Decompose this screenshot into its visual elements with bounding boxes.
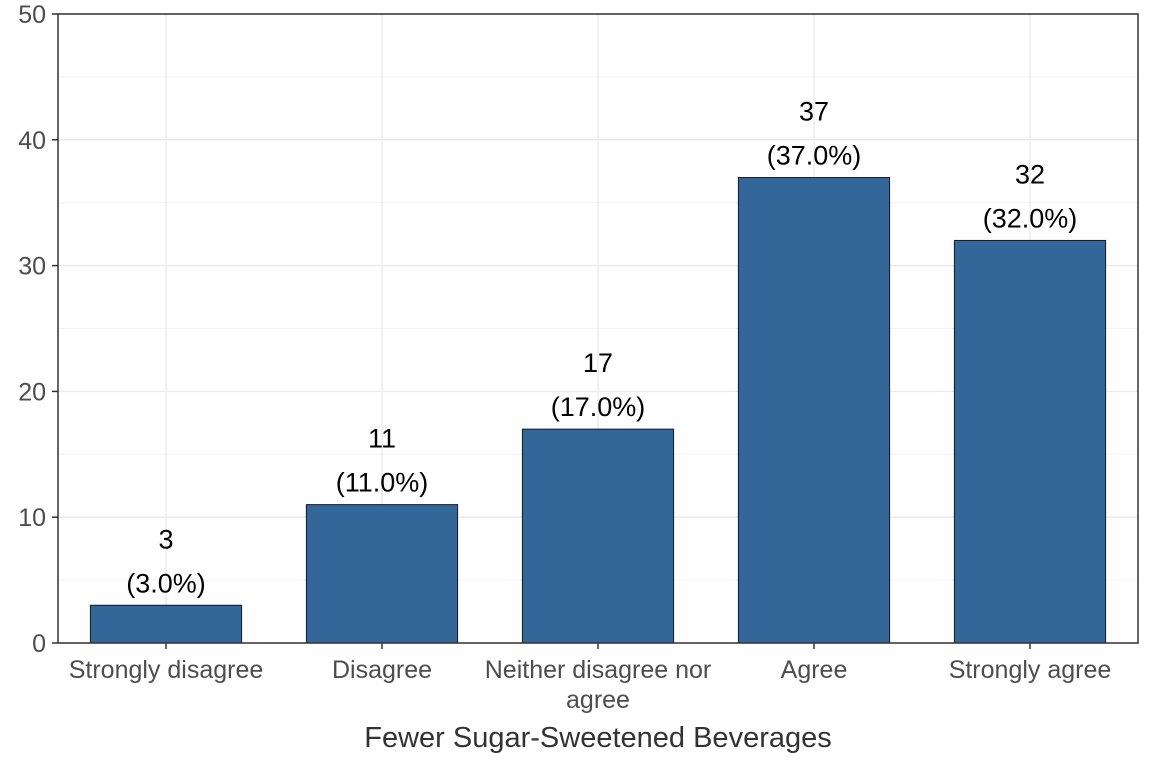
y-tick-label: 20 — [18, 378, 46, 406]
data-label-count: 11 — [368, 424, 396, 454]
y-tick-label: 40 — [18, 127, 46, 155]
bar — [89, 604, 243, 644]
bar — [521, 428, 675, 644]
y-tick-label: 30 — [18, 253, 46, 281]
x-tick-label-line: Agree — [781, 656, 848, 684]
bar — [737, 177, 891, 644]
x-tick-label: Disagree — [332, 656, 432, 684]
label-layer: (3.0%) 3 (11.0%) 11 (17.0%) 17 (37.0%) 37 (32.0%… — [126, 97, 1077, 599]
x-tick-label-line: Strongly agree — [949, 656, 1112, 684]
data-label-percent: (11.0%) — [336, 468, 429, 498]
bar-layer — [89, 177, 1107, 644]
bar — [953, 239, 1107, 644]
x-tick-label: Agree — [781, 656, 848, 684]
x-tick-label-line: Strongly disagree — [69, 656, 264, 684]
y-tick-label: 10 — [18, 504, 46, 532]
data-label-count: 37 — [799, 97, 829, 127]
data-label-percent: (3.0%) — [126, 568, 206, 598]
y-tick-label: 50 — [18, 1, 46, 29]
x-axis-title: Fewer Sugar-Sweetened Beverages — [364, 722, 831, 754]
x-tick-label: Strongly disagree — [69, 656, 264, 684]
x-tick-label-line: agree — [566, 686, 630, 714]
data-label-percent: (17.0%) — [551, 392, 646, 422]
x-tick-label: Neither disagree nor agree — [485, 656, 712, 714]
data-label-count: 32 — [1015, 159, 1045, 189]
data-label-percent: (32.0%) — [983, 203, 1078, 233]
y-tick-label: 0 — [32, 630, 46, 658]
data-label-count: 3 — [158, 524, 173, 554]
data-label-count: 17 — [583, 348, 613, 378]
x-tick-label-line: Disagree — [332, 656, 432, 684]
x-tick-label: Strongly agree — [949, 656, 1112, 684]
bar — [305, 504, 459, 644]
axis-layer: 0 10 20 30 40 50 Strongly disagree Disagree Neit… — [18, 1, 1111, 714]
x-tick-label-line: Neither disagree nor — [485, 656, 712, 684]
data-label-percent: (37.0%) — [767, 141, 862, 171]
